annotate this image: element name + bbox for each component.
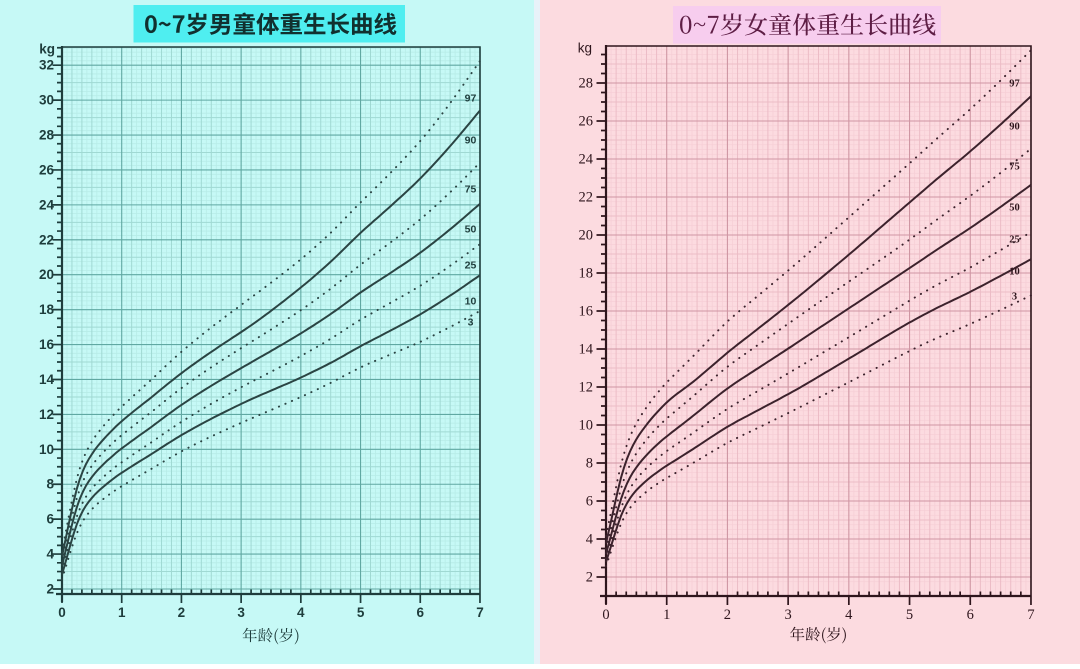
svg-text:18: 18 — [39, 302, 55, 317]
svg-text:26: 26 — [39, 163, 55, 178]
svg-text:25: 25 — [1009, 235, 1020, 246]
svg-text:1: 1 — [118, 605, 126, 620]
svg-text:10: 10 — [465, 296, 477, 308]
svg-text:20: 20 — [39, 267, 54, 282]
svg-text:18: 18 — [579, 266, 594, 282]
svg-text:4: 4 — [46, 547, 54, 562]
svg-text:16: 16 — [579, 304, 594, 320]
svg-text:10: 10 — [579, 418, 594, 434]
svg-text:24: 24 — [579, 152, 594, 168]
svg-text:10: 10 — [1009, 267, 1020, 278]
svg-text:97: 97 — [1009, 79, 1020, 90]
svg-text:97: 97 — [465, 93, 477, 105]
svg-text:28: 28 — [39, 128, 55, 143]
svg-text:2: 2 — [46, 582, 54, 597]
svg-text:25: 25 — [465, 260, 477, 272]
svg-text:12: 12 — [579, 380, 594, 396]
svg-text:10: 10 — [39, 442, 54, 457]
svg-text:22: 22 — [39, 232, 54, 247]
svg-text:kg: kg — [578, 41, 592, 56]
svg-text:5: 5 — [357, 605, 365, 620]
svg-text:1: 1 — [663, 607, 670, 623]
svg-text:4: 4 — [586, 532, 594, 548]
svg-text:4: 4 — [845, 607, 853, 623]
svg-text:2: 2 — [178, 605, 186, 620]
svg-text:7: 7 — [1027, 607, 1034, 623]
svg-text:50: 50 — [1009, 203, 1020, 214]
svg-text:3: 3 — [784, 607, 791, 623]
svg-text:28: 28 — [579, 76, 594, 92]
svg-text:3: 3 — [468, 317, 474, 329]
svg-text:8: 8 — [586, 456, 593, 472]
svg-text:2: 2 — [724, 607, 731, 623]
svg-text:12: 12 — [39, 407, 54, 422]
svg-text:7: 7 — [476, 605, 484, 620]
svg-text:75: 75 — [465, 184, 477, 196]
svg-text:22: 22 — [579, 190, 594, 206]
svg-text:20: 20 — [579, 228, 594, 244]
svg-text:kg: kg — [39, 42, 55, 57]
svg-text:50: 50 — [465, 224, 477, 236]
svg-text:3: 3 — [237, 605, 245, 620]
svg-text:0: 0 — [602, 607, 609, 623]
svg-text:14: 14 — [39, 372, 55, 387]
svg-text:90: 90 — [1009, 122, 1020, 133]
svg-text:16: 16 — [39, 337, 55, 352]
svg-text:4: 4 — [297, 605, 305, 620]
svg-text:2: 2 — [586, 570, 593, 586]
svg-text:26: 26 — [579, 114, 594, 130]
svg-text:75: 75 — [1009, 162, 1020, 173]
svg-text:14: 14 — [579, 342, 594, 358]
svg-text:6: 6 — [46, 512, 54, 527]
svg-text:30: 30 — [39, 93, 54, 108]
svg-text:6: 6 — [967, 607, 974, 623]
svg-text:3: 3 — [1012, 292, 1017, 303]
svg-text:6: 6 — [586, 494, 593, 510]
svg-text:5: 5 — [906, 607, 913, 623]
svg-text:8: 8 — [46, 477, 54, 492]
svg-text:0: 0 — [58, 605, 66, 620]
svg-text:32: 32 — [39, 58, 54, 73]
svg-text:6: 6 — [417, 605, 425, 620]
svg-text:24: 24 — [39, 197, 55, 212]
svg-text:90: 90 — [465, 135, 477, 147]
